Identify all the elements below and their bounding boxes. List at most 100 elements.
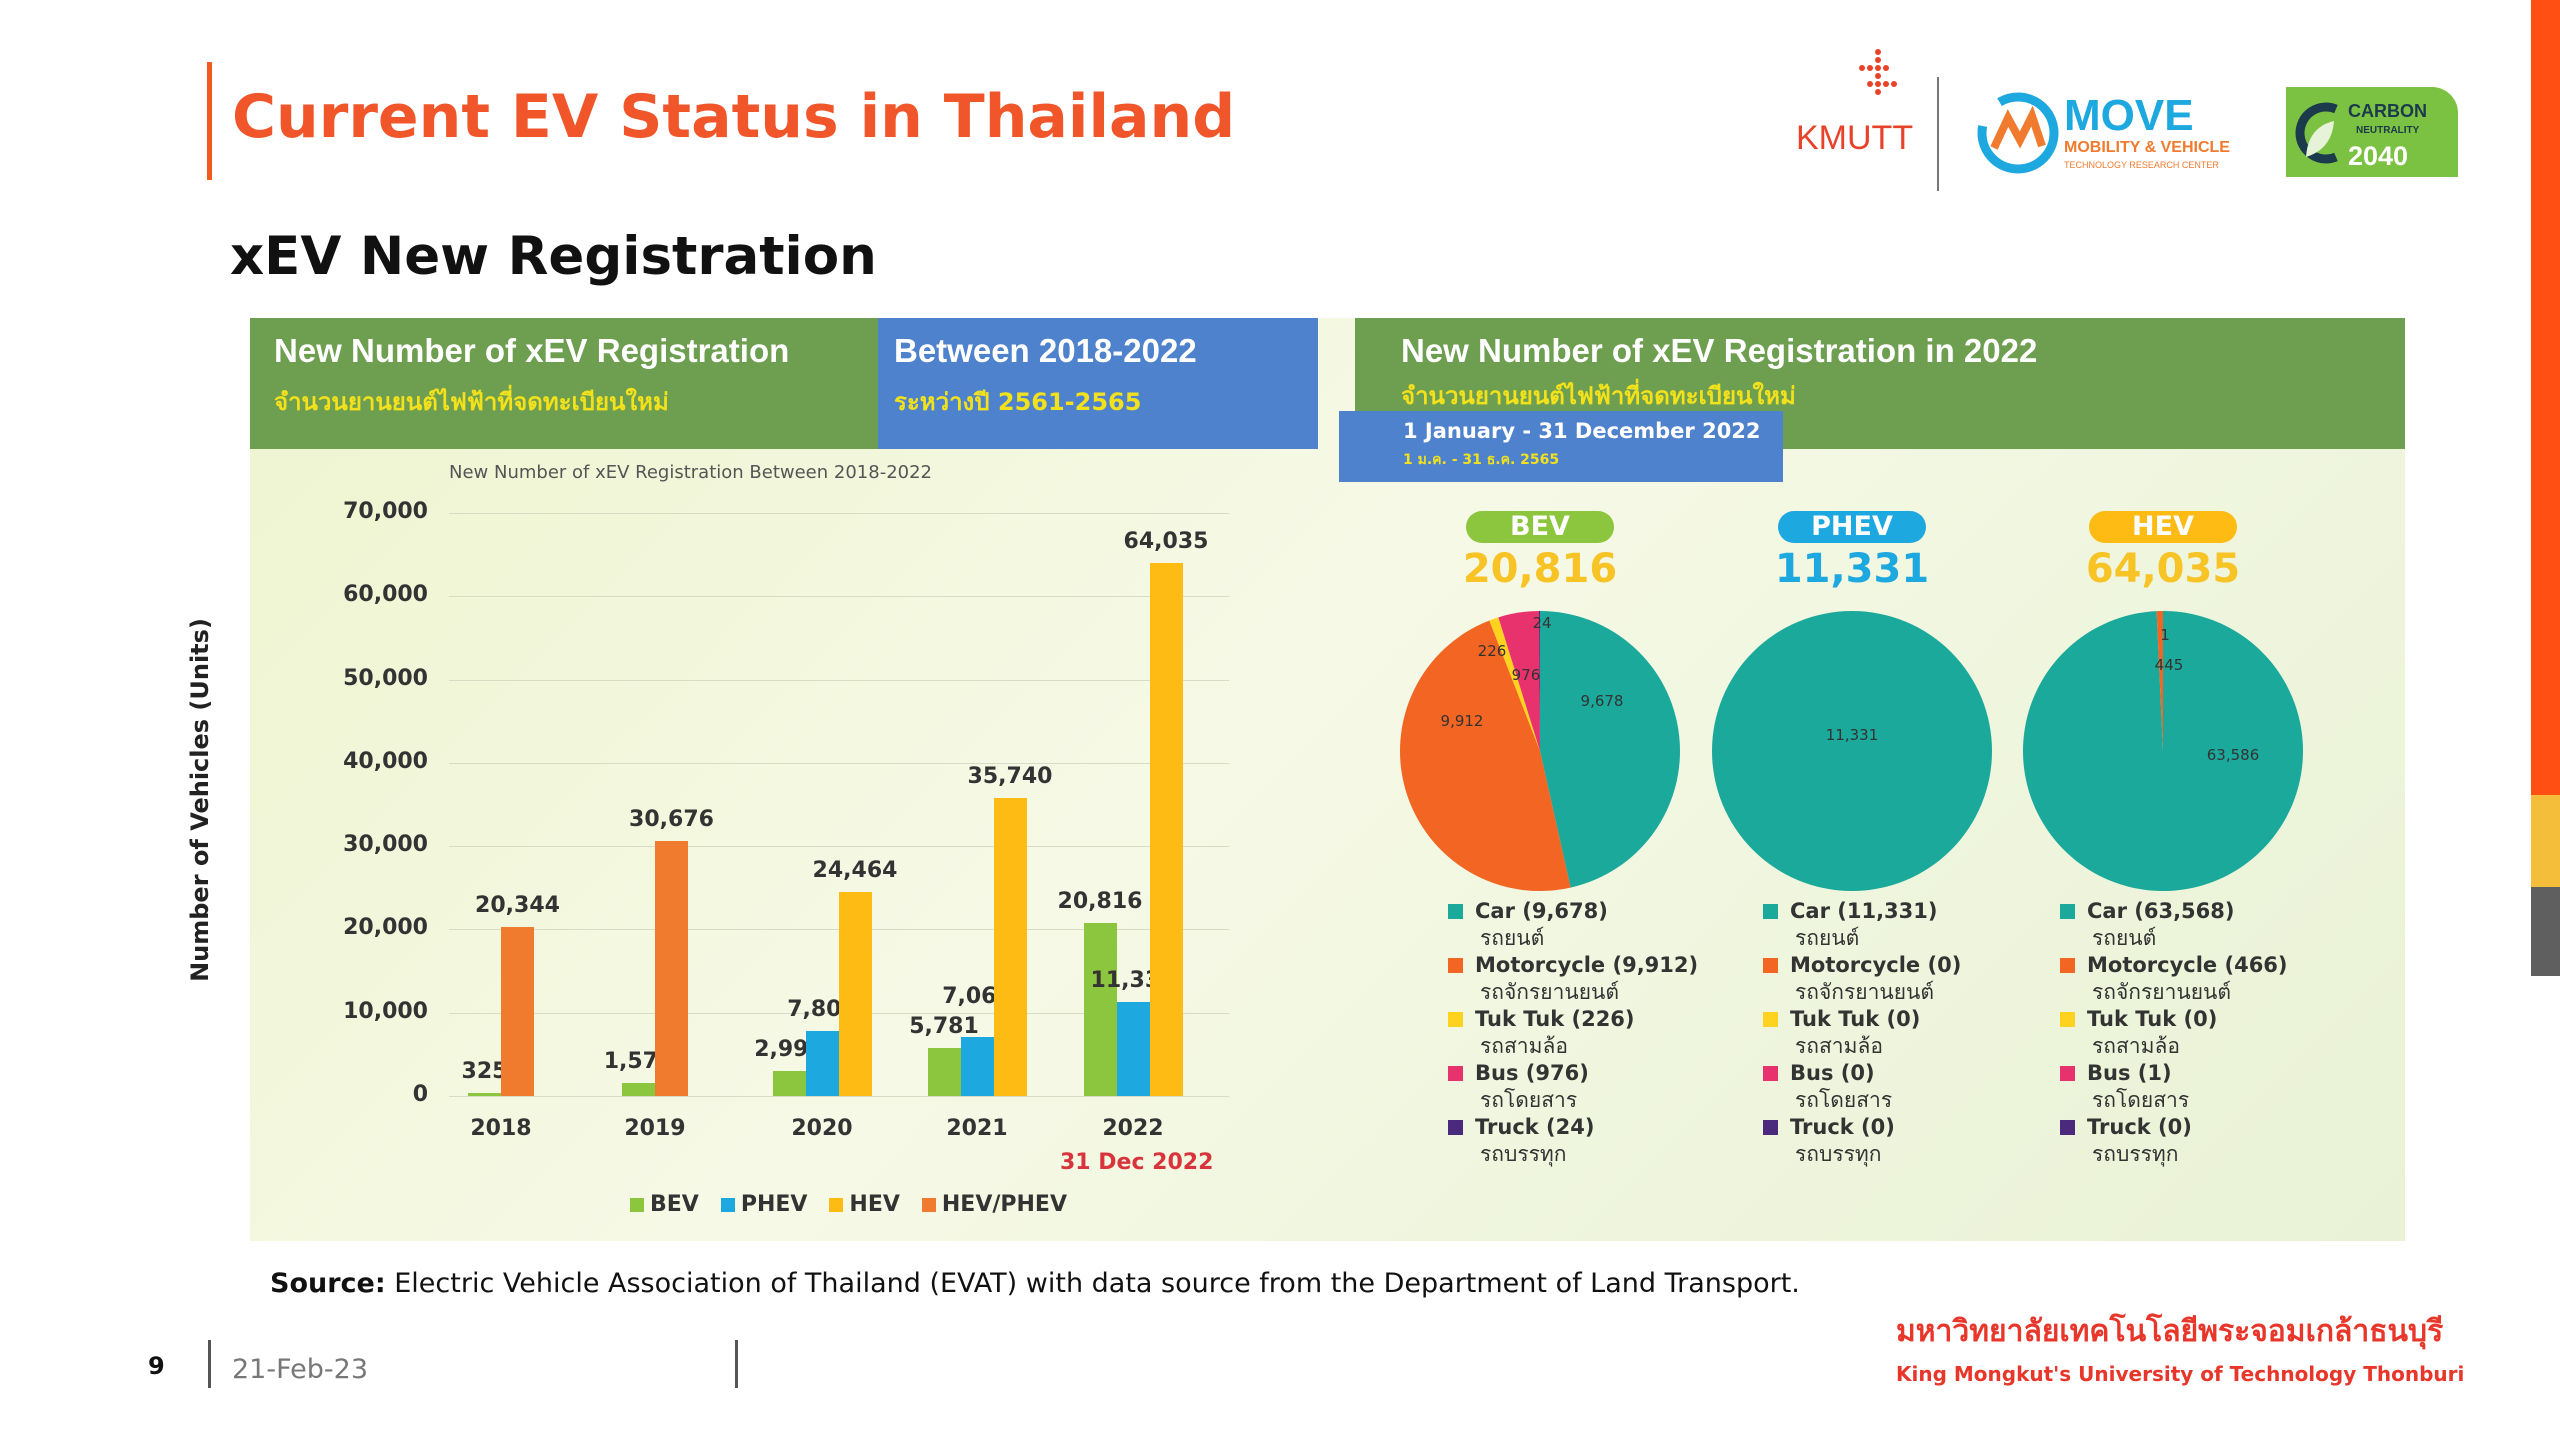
- pie-legend-label: Car (9,678): [1448, 898, 1608, 925]
- right-header-title: New Number of xEV Registration in 2022: [1401, 332, 2038, 369]
- legend-text-th: รถยนต์: [2092, 926, 2157, 950]
- bar-hev-phev-2018: [501, 926, 534, 1096]
- bar-chart-title: New Number of xEV Registration Between 2…: [449, 462, 933, 483]
- legend-swatch: [2060, 1012, 2075, 1027]
- date-range-en: 1 January - 31 December 2022: [1403, 419, 1761, 443]
- bar-value-label: 64,035: [1123, 528, 1209, 554]
- pie-legend-item: Car (63,568) รถยนต์: [2060, 898, 2234, 952]
- left-header-green: New Number of xEV Registration จำนวนยานย…: [250, 318, 878, 449]
- legend-text-th: รถสามล้อ: [1795, 1034, 1883, 1058]
- x-tick-label: 2019: [624, 1116, 686, 1141]
- bar-hev-2021: [993, 798, 1027, 1096]
- legend-text-th: รถบรรทุก: [2092, 1142, 2179, 1166]
- pie-slice-label: 976: [1511, 666, 1541, 684]
- note-31-dec-2022: 31 Dec 2022: [1060, 1150, 1214, 1175]
- legend-text-th: รถยนต์: [1480, 926, 1545, 950]
- bar-hev-2022: [1149, 562, 1183, 1096]
- university-name-thai: มหาวิทยาลัยเทคโนโลยีพระจอมเกล้าธนบุรี: [1896, 1314, 2444, 1349]
- pie-legend-label: Bus (976): [1448, 1060, 1589, 1087]
- legend-swatch: [720, 1197, 735, 1212]
- page-title: Current EV Status in Thailand: [232, 82, 1236, 152]
- legend-swatch: [2060, 1066, 2075, 1081]
- y-tick-label: 60,000: [343, 582, 428, 608]
- legend-swatch: [2060, 904, 2075, 919]
- pie-total-bev: 20,816: [1462, 546, 1618, 592]
- bar-phev-2022: [1116, 1001, 1150, 1096]
- y-tick-label: 30,000: [343, 832, 428, 858]
- pie-slice-tuk-tuk: [1489, 617, 1540, 751]
- pie-legend-item: Tuk Tuk (0) รถสามล้อ: [2060, 1006, 2217, 1060]
- legend-text-th: รถจักรยานยนต์: [1795, 980, 1935, 1004]
- pie-title-pill-phev: PHEV: [1778, 511, 1926, 543]
- bar-hev-phev-2019: [655, 840, 688, 1096]
- pie-legend-item: Motorcycle (466) รถจักรยานยนต์: [2060, 952, 2288, 1006]
- move-logo: MOVE MOBILITY & VEHICLE TECHNOLOGY RESEA…: [1976, 88, 2241, 178]
- legend-text-en: Tuk Tuk (226): [1475, 1007, 1635, 1031]
- legend-item-phev: PHEV: [720, 1192, 807, 1217]
- pie-legend-item: Tuk Tuk (226) รถสามล้อ: [1448, 1006, 1635, 1060]
- section-title: xEV New Registration: [230, 226, 877, 287]
- legend-text-en: Bus (1): [2087, 1061, 2172, 1085]
- bar-phev-2021: [960, 1037, 994, 1096]
- legend-swatch: [1763, 958, 1778, 973]
- gridline: [449, 513, 1229, 514]
- pie-slice-label: 11,331: [1825, 726, 1879, 744]
- pie-total-hev: 64,035: [2085, 546, 2241, 592]
- source-label: Source:: [270, 1268, 386, 1299]
- pie-legend-item: Car (9,678) รถยนต์: [1448, 898, 1608, 952]
- legend-text-en: Truck (24): [1475, 1115, 1595, 1139]
- side-strip-yellow: [2531, 795, 2560, 887]
- legend-item-hev-phev: HEV/PHEV: [921, 1192, 1067, 1217]
- pie-legend-label: Motorcycle (466): [2060, 952, 2288, 979]
- legend-swatch: [2060, 958, 2075, 973]
- date-range-box: 1 January - 31 December 2022 1 ม.ค. - 31…: [1339, 411, 1783, 482]
- legend-swatch: [2060, 1120, 2075, 1135]
- legend-text-th: รถจักรยานยนต์: [2092, 980, 2232, 1004]
- gridline: [449, 762, 1229, 764]
- legend-text-en: Truck (0): [2087, 1115, 2192, 1139]
- x-tick-label: 2018: [470, 1116, 532, 1141]
- pie-slice-label: 9,678: [1580, 692, 1624, 710]
- bar-bev-2020: [772, 1071, 806, 1096]
- legend-text-th: รถสามล้อ: [2092, 1034, 2180, 1058]
- bar-bev-2019: [622, 1082, 655, 1096]
- legend-swatch: [1763, 1012, 1778, 1027]
- side-strip-orange: [2531, 0, 2560, 795]
- legend-swatch: [1448, 904, 1463, 919]
- move-logo-subtitle-2: TECHNOLOGY RESEARCH CENTER: [2064, 160, 2219, 170]
- legend-text-th: รถโดยสาร: [1480, 1088, 1578, 1112]
- pie-legend-label: Truck (0): [2060, 1114, 2192, 1141]
- bar-value-label: 325: [461, 1059, 508, 1085]
- legend-text-en: Car (11,331): [1790, 899, 1938, 923]
- pie-title-pill-hev: HEV: [2089, 511, 2237, 543]
- legend-text-en: Truck (0): [1790, 1115, 1895, 1139]
- pie-legend-label: Motorcycle (9,912): [1448, 952, 1698, 979]
- left-header-title: New Number of xEV Registration: [274, 332, 790, 369]
- y-tick-label: 0: [412, 1082, 428, 1107]
- pie-total-phev: 11,331: [1774, 546, 1930, 592]
- legend-swatch: [1448, 1120, 1463, 1135]
- pie-slice-label: 226: [1477, 642, 1507, 660]
- pie-slice-truck: [1538, 611, 1540, 751]
- pie-slice-motorcycle: [1400, 620, 1571, 891]
- kmutt-logo-text: KMUTT: [1796, 119, 1914, 157]
- logo-divider: [1937, 77, 1939, 191]
- pie-legend-label: Car (11,331): [1763, 898, 1937, 925]
- legend-swatch: [1763, 1120, 1778, 1135]
- pie-slice-label: 1: [2160, 626, 2170, 644]
- legend-text-en: Tuk Tuk (0): [2087, 1007, 2218, 1031]
- pie-legend-item: Truck (0) รถบรรทุก: [1763, 1114, 1895, 1168]
- pie-legend-item: Bus (1) รถโดยสาร: [2060, 1060, 2189, 1114]
- move-logo-subtitle: MOBILITY & VEHICLE: [2064, 139, 2230, 156]
- legend-swatch: [1448, 958, 1463, 973]
- side-strip-grey: [2531, 887, 2560, 976]
- left-header-blue: Between 2018-2022 ระหว่างปี 2561-2565: [878, 318, 1318, 449]
- pie-bev: [1400, 611, 1680, 891]
- legend-swatch: [829, 1197, 844, 1212]
- left-header-subtitle: จำนวนยานยนต์ไฟฟ้าที่จดทะเบียนใหม่: [274, 388, 669, 416]
- bar-value-label: 20,344: [475, 892, 560, 918]
- legend-text-th: รถยนต์: [1795, 926, 1860, 950]
- legend-swatch: [1448, 1066, 1463, 1081]
- title-accent-bar: [207, 62, 212, 180]
- bar-value-label: 30,676: [629, 806, 714, 832]
